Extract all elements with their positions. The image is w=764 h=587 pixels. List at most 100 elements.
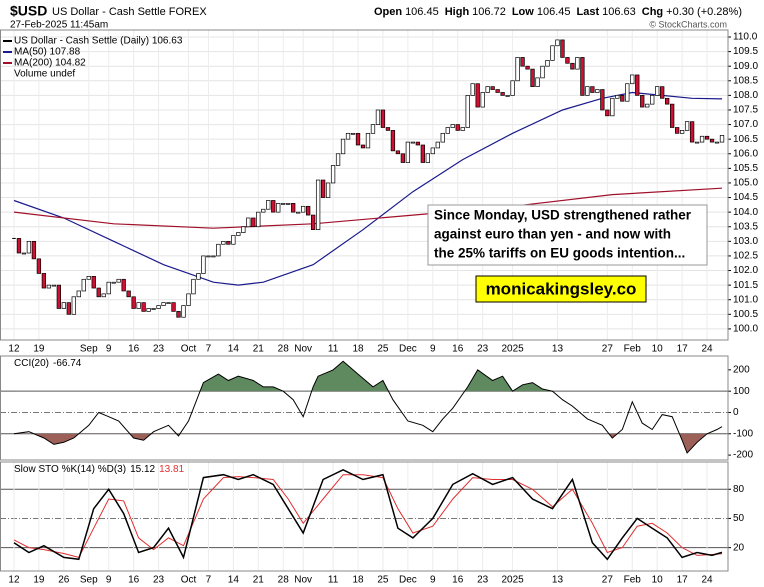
x-tick-label: 9: [430, 575, 436, 586]
candle: [350, 132, 356, 135]
candle: [470, 83, 475, 96]
candle: [640, 95, 645, 108]
candle: [714, 141, 720, 144]
candle: [380, 109, 386, 128]
candle: [635, 74, 640, 96]
x-tick-label: 21: [253, 575, 265, 586]
symbol: $USD: [10, 3, 47, 19]
candle: [709, 138, 715, 143]
candle: [540, 65, 545, 79]
candle: [246, 217, 251, 228]
candle: [475, 83, 480, 108]
y-tick-label: 106.0: [733, 148, 758, 159]
y-tick-label: 103.5: [733, 221, 758, 232]
x-tick-label: Oct: [181, 575, 197, 586]
panel-border: [0, 461, 729, 572]
x-tick-label: 25: [377, 575, 389, 586]
candle: [375, 109, 381, 125]
candle: [340, 138, 346, 155]
candle: [694, 141, 700, 144]
x-tick-label: 16: [128, 575, 140, 586]
x-tick-label: Nov: [294, 344, 312, 355]
x-tick-label: 12: [8, 344, 20, 355]
candle: [505, 95, 510, 97]
x-tick-label: 17: [677, 344, 689, 355]
candle: [136, 302, 141, 309]
quote-value: 106.63: [602, 6, 636, 18]
candle: [390, 130, 396, 152]
candle: [296, 211, 301, 214]
candle: [146, 308, 151, 312]
x-tick-label: 21: [253, 344, 265, 355]
x-tick-label: 24: [701, 344, 713, 355]
candle: [445, 127, 450, 134]
candle: [191, 278, 196, 295]
x-tick-label: 23: [477, 344, 489, 355]
indicator-value: 13.81: [159, 464, 184, 475]
candle: [21, 252, 27, 255]
x-tick-label: 7: [206, 344, 212, 355]
panel-border: [0, 355, 729, 461]
indicator-value: 15.12: [130, 464, 155, 475]
x-tick-label: 9: [106, 344, 112, 355]
x-tick-label: Feb: [624, 575, 642, 586]
quote-value: 106.45: [405, 6, 439, 18]
candle: [430, 147, 435, 155]
candle: [251, 217, 256, 228]
y-tick-label: 105.5: [733, 163, 758, 174]
quote-label: High: [445, 6, 470, 18]
candle: [545, 60, 550, 67]
candle: [405, 141, 411, 163]
candle: [330, 165, 336, 184]
candle: [36, 258, 42, 274]
candle: [510, 80, 515, 96]
x-tick-label: 19: [33, 344, 45, 355]
candle: [66, 302, 71, 315]
legend-label: Volume undef: [14, 69, 75, 80]
candle: [395, 150, 401, 155]
candle: [615, 95, 620, 99]
candle: [385, 127, 391, 131]
x-tick-label: 7: [206, 575, 212, 586]
x-tick-label: 18: [352, 344, 364, 355]
candle: [106, 281, 111, 295]
candle: [530, 68, 535, 87]
cci-fill: [200, 361, 553, 392]
candle: [286, 203, 291, 205]
y-tick-label: 20: [733, 542, 745, 553]
candle: [335, 153, 341, 166]
watermark-box: [475, 275, 647, 303]
candle: [101, 293, 106, 298]
x-tick-label: 13: [552, 344, 564, 355]
x-tick-label: 28: [278, 344, 290, 355]
candle: [26, 240, 32, 254]
quote-label: Low: [512, 6, 534, 18]
x-tick-label: 12: [8, 575, 20, 586]
cci-line: [13, 360, 723, 454]
candle: [221, 240, 226, 245]
x-tick-label: 2025: [501, 575, 524, 586]
candle: [535, 77, 540, 87]
y-tick-label: 100.5: [733, 309, 758, 320]
y-tick-label: -100: [733, 428, 753, 439]
candle: [625, 83, 630, 102]
candle: [450, 124, 455, 128]
candle: [171, 302, 176, 312]
candle: [276, 203, 281, 213]
panel-border: [0, 29, 729, 341]
legend-label: MA(50) 107.88: [14, 47, 81, 58]
y-tick-label: 200: [733, 364, 750, 375]
candle: [211, 255, 216, 258]
candle: [415, 141, 421, 146]
x-tick-label: 24: [701, 575, 713, 586]
y-tick-label: 101.5: [733, 280, 758, 291]
candle: [206, 255, 211, 258]
x-tick-label: Sep: [80, 344, 98, 355]
candle: [679, 130, 685, 134]
quote-label: Chg: [642, 6, 663, 18]
y-tick-label: 106.5: [733, 134, 758, 145]
candle: [550, 45, 555, 61]
candle: [216, 243, 221, 257]
candle: [16, 238, 22, 254]
